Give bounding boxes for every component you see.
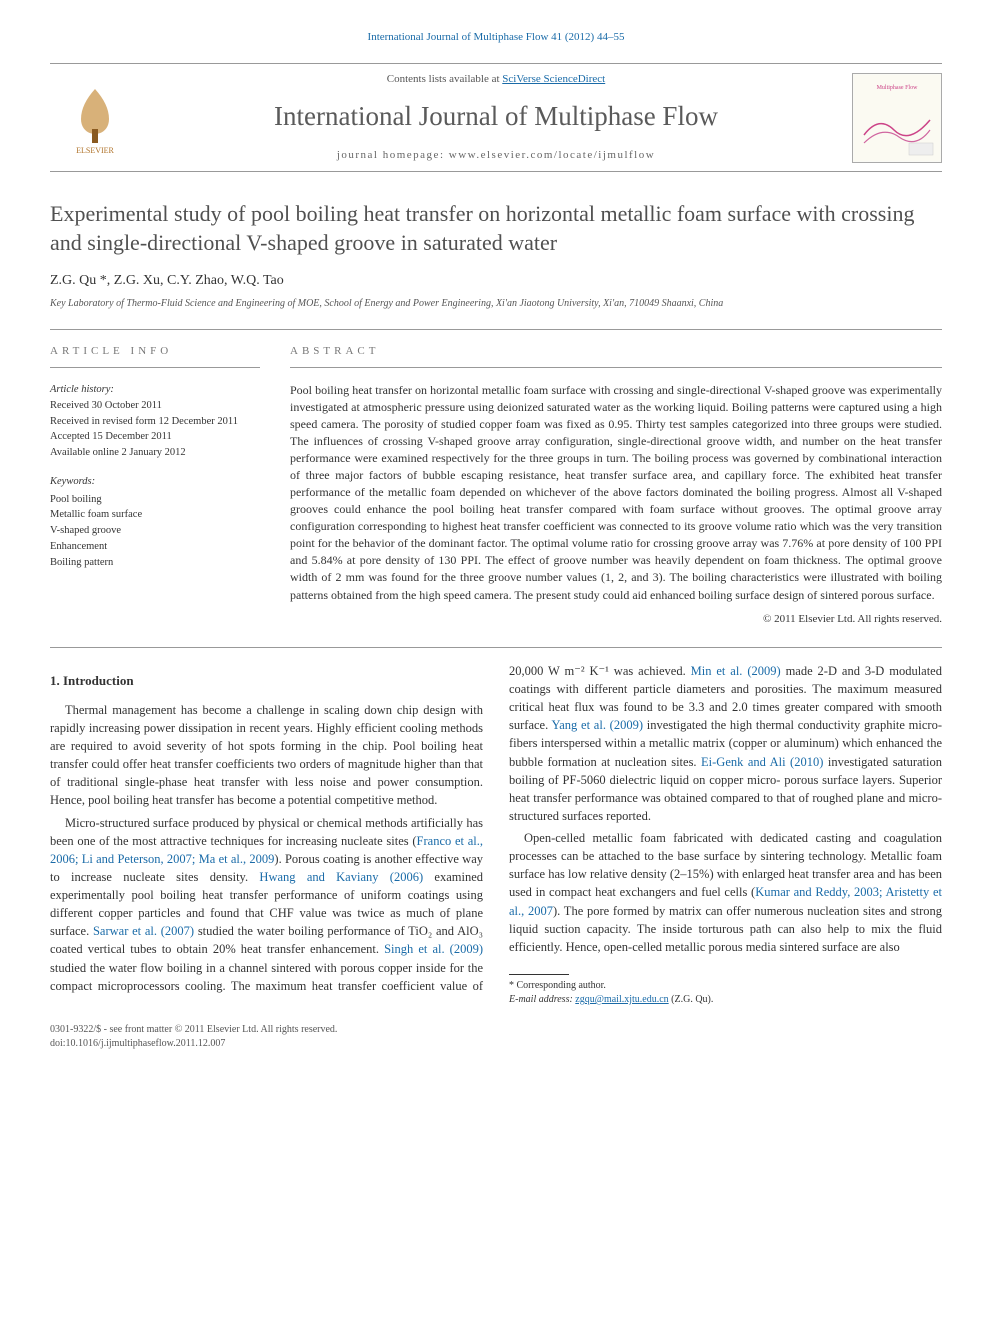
divider — [50, 329, 942, 330]
keyword: Pool boiling — [50, 492, 260, 508]
divider — [50, 647, 942, 648]
author-affiliation: Key Laboratory of Thermo-Fluid Science a… — [50, 297, 942, 311]
issn-line: 0301-9322/$ - see front matter © 2011 El… — [50, 1023, 942, 1037]
keyword: Enhancement — [50, 539, 260, 555]
history-accepted: Accepted 15 December 2011 — [50, 429, 260, 445]
multiphase-flow-cover-icon: Multiphase Flow — [854, 75, 940, 161]
footer-metadata: 0301-9322/$ - see front matter © 2011 El… — [50, 1023, 942, 1051]
elsevier-logo: ELSEVIER — [50, 73, 140, 163]
keywords-heading: Keywords: — [50, 475, 260, 490]
history-online: Available online 2 January 2012 — [50, 445, 260, 461]
body-text: ). The pore formed by matrix can offer n… — [509, 904, 942, 954]
citation-link[interactable]: Hwang and Kaviany (2006) — [259, 870, 423, 884]
citation-link[interactable]: Sarwar et al. (2007) — [93, 924, 194, 938]
divider — [290, 367, 942, 368]
abstract-text: Pool boiling heat transfer on horizontal… — [290, 382, 942, 603]
history-revised: Received in revised form 12 December 201… — [50, 414, 260, 430]
history-received: Received 30 October 2011 — [50, 398, 260, 414]
author-list: Z.G. Qu *, Z.G. Xu, C.Y. Zhao, W.Q. Tao — [50, 271, 942, 291]
keyword: V-shaped groove — [50, 523, 260, 539]
homepage-prefix: journal homepage: — [337, 149, 449, 161]
email-label: E-mail address: — [509, 994, 575, 1005]
corresponding-label: * Corresponding author. — [509, 979, 942, 993]
svg-text:ELSEVIER: ELSEVIER — [76, 146, 114, 155]
introduction-heading: 1. Introduction — [50, 672, 483, 691]
divider — [50, 367, 260, 368]
journal-header-band: ELSEVIER Contents lists available at Sci… — [50, 63, 942, 172]
article-title: Experimental study of pool boiling heat … — [50, 200, 942, 257]
body-paragraph: Open-celled metallic foam fabricated wit… — [509, 829, 942, 956]
body-paragraph: Thermal management has become a challeng… — [50, 701, 483, 810]
contents-prefix: Contents lists available at — [387, 73, 502, 85]
citation-link[interactable]: Ei-Genk and Ali (2010) — [701, 755, 823, 769]
footnote-separator — [509, 974, 569, 975]
journal-homepage-line: journal homepage: www.elsevier.com/locat… — [140, 148, 852, 163]
citation-link[interactable]: Singh et al. (2009) — [384, 942, 483, 956]
journal-title: International Journal of Multiphase Flow — [140, 98, 852, 136]
doi-line: doi:10.1016/j.ijmultiphaseflow.2011.12.0… — [50, 1037, 942, 1051]
article-info-label: article info — [50, 344, 260, 359]
citation-link[interactable]: Min et al. (2009) — [691, 664, 781, 678]
keywords-list: Pool boiling Metallic foam surface V-sha… — [50, 492, 260, 571]
corresponding-author-footnote: * Corresponding author. E-mail address: … — [509, 979, 942, 1007]
svg-text:Multiphase Flow: Multiphase Flow — [877, 85, 919, 91]
article-body: 1. Introduction Thermal management has b… — [50, 662, 942, 1007]
email-attribution: (Z.G. Qu). — [669, 994, 714, 1005]
contents-available-line: Contents lists available at SciVerse Sci… — [140, 72, 852, 87]
journal-reference: International Journal of Multiphase Flow… — [50, 30, 942, 45]
abstract-label: abstract — [290, 344, 942, 359]
author-email-link[interactable]: zgqu@mail.xjtu.edu.cn — [575, 994, 668, 1005]
article-history: Article history: Received 30 October 201… — [50, 382, 260, 461]
sciencedirect-link[interactable]: SciVerse ScienceDirect — [502, 73, 605, 85]
keyword: Metallic foam surface — [50, 507, 260, 523]
keyword: Boiling pattern — [50, 555, 260, 571]
copyright-line: © 2011 Elsevier Ltd. All rights reserved… — [290, 612, 942, 627]
history-heading: Article history: — [50, 382, 260, 398]
elsevier-tree-icon: ELSEVIER — [56, 79, 134, 157]
homepage-url: www.elsevier.com/locate/ijmulflow — [449, 149, 655, 161]
citation-link[interactable]: Yang et al. (2009) — [551, 718, 643, 732]
journal-cover-thumbnail: Multiphase Flow — [852, 73, 942, 163]
